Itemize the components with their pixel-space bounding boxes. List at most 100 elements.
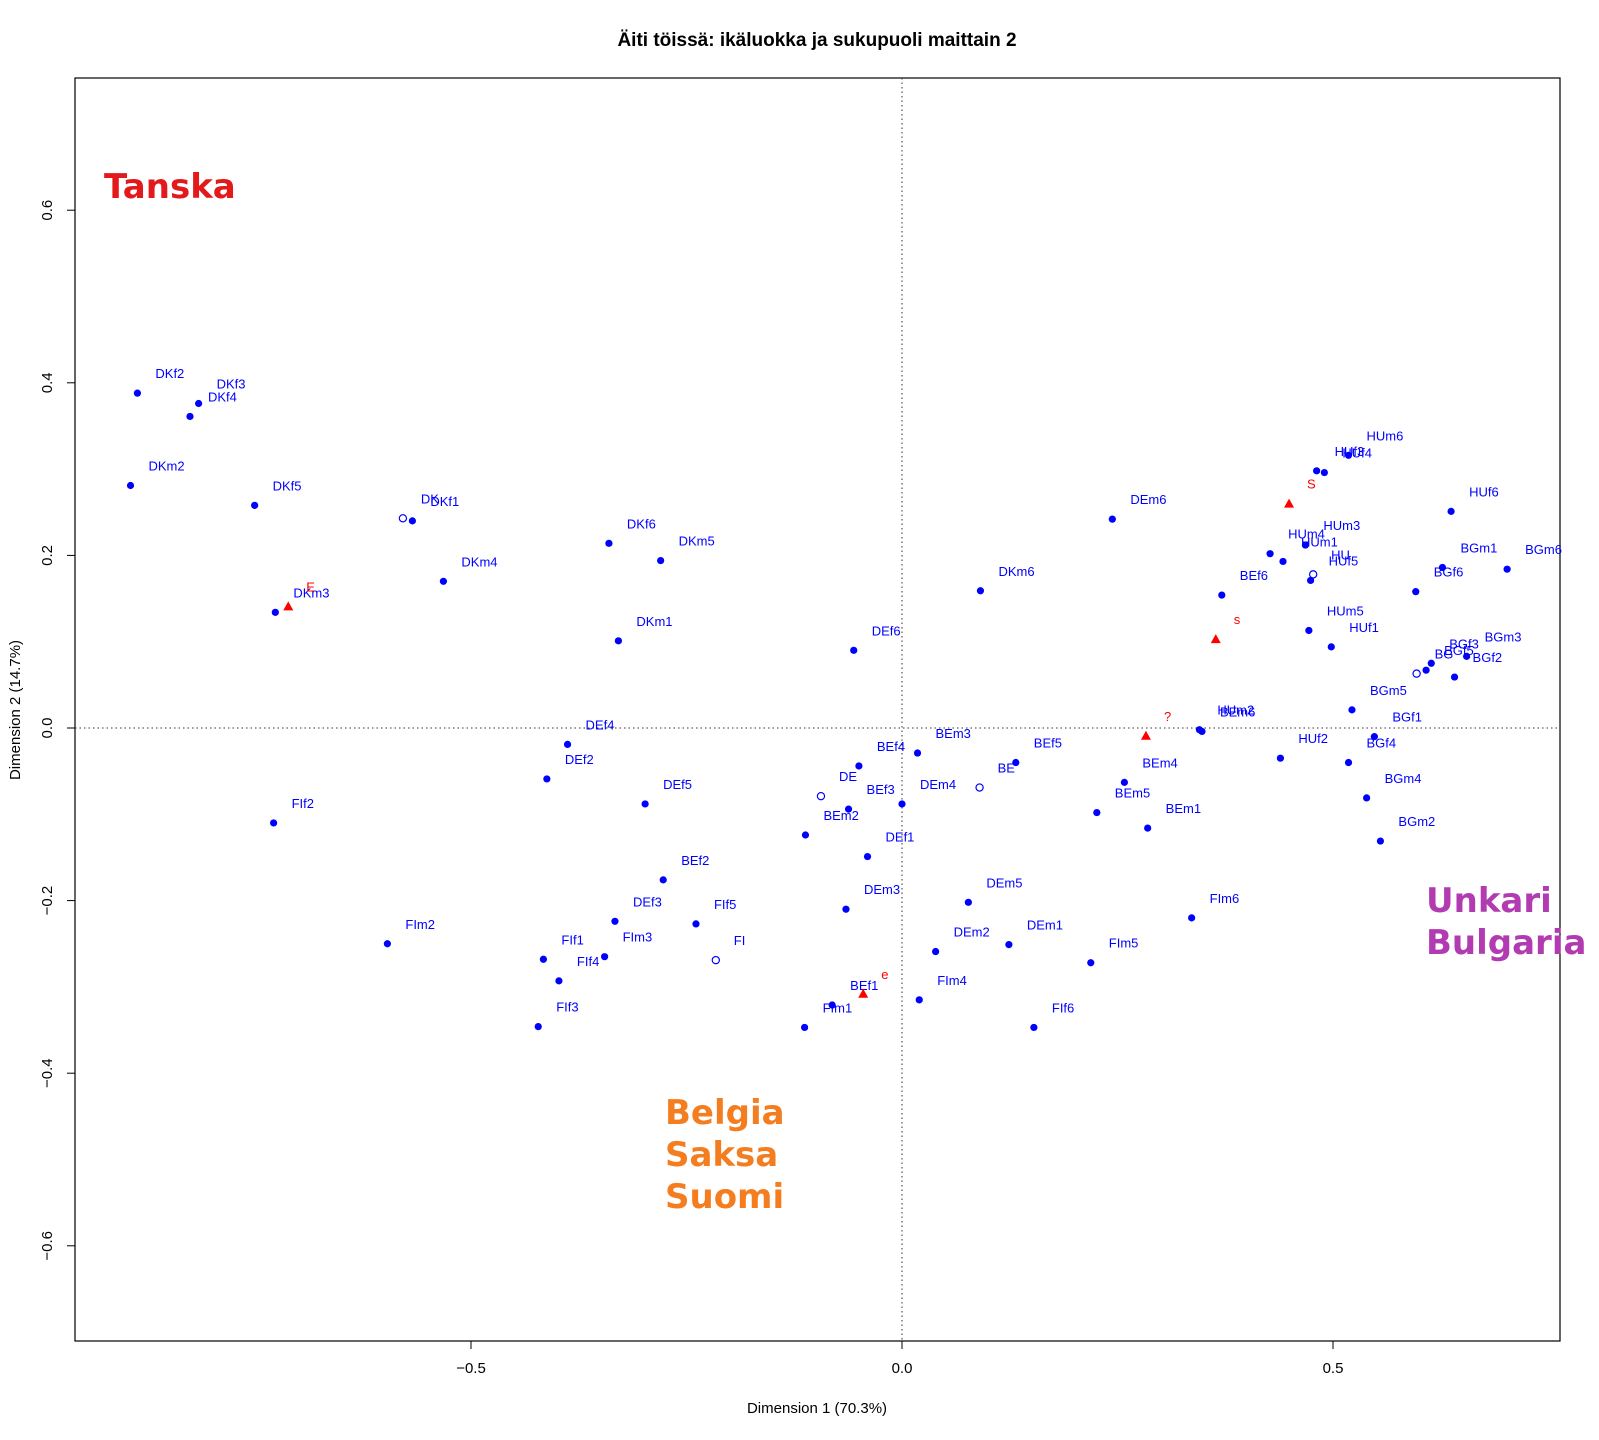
data-point: FIm5	[1087, 936, 1138, 967]
point-label: DKf6	[627, 516, 656, 531]
data-point: BGf3	[1427, 636, 1479, 667]
data-point: BEm5	[1093, 786, 1150, 817]
data-point: DEf3	[611, 894, 662, 925]
data-point: FIf6	[1030, 1000, 1074, 1032]
point-label: HUf5	[1329, 553, 1359, 568]
point-marker	[659, 876, 667, 884]
data-point: BEm4	[1120, 755, 1178, 786]
data-point: e	[858, 967, 888, 998]
data-point: BGm5	[1348, 683, 1407, 714]
point-marker	[1140, 730, 1151, 740]
data-point: HUm4	[1266, 527, 1325, 558]
point-label: BEm5	[1115, 786, 1150, 801]
x-tick-label: 0.0	[892, 1360, 913, 1377]
data-point: BGm2	[1376, 814, 1435, 845]
data-point: DEf5	[641, 777, 692, 808]
point-marker	[563, 740, 572, 748]
data-point: BEm6	[1198, 704, 1255, 736]
point-marker	[1344, 451, 1353, 459]
point-marker	[844, 805, 853, 813]
point-marker	[1450, 673, 1459, 681]
y-axis-title: Dimension 2 (14.7%)	[7, 640, 24, 780]
point-label: DEf3	[633, 894, 662, 909]
point-marker	[539, 955, 548, 963]
data-point: FI	[711, 933, 745, 965]
data-point: FIm4	[915, 973, 967, 1004]
point-marker	[534, 1022, 542, 1031]
data-point: BGm4	[1363, 771, 1421, 802]
point-label: DKf2	[155, 366, 184, 381]
point-marker	[271, 608, 279, 616]
data-point: ?	[1140, 709, 1171, 740]
point-marker	[614, 637, 623, 645]
data-point: DEm5	[964, 875, 1022, 906]
point-marker	[439, 577, 448, 585]
point-marker	[1412, 588, 1420, 596]
data-point: HUm6	[1344, 428, 1404, 459]
point-label: FIf2	[292, 796, 314, 811]
point-label: FIf1	[561, 932, 583, 947]
region-annotation-line: Tanska	[104, 167, 236, 207]
point-marker	[1376, 837, 1385, 845]
region-annotation: Unkari Bulgaria	[1426, 881, 1586, 963]
data-point: DEm1	[1005, 918, 1063, 949]
point-marker	[863, 852, 872, 861]
point-label: FIf6	[1052, 1000, 1074, 1015]
point-label: BGm4	[1385, 771, 1422, 786]
point-marker	[1144, 824, 1152, 832]
data-point: HUf3	[1313, 444, 1364, 475]
point-marker	[1320, 468, 1328, 477]
region-annotation-line: Belgia	[665, 1093, 785, 1133]
point-label: FIf5	[714, 897, 736, 912]
point-marker	[913, 749, 922, 757]
point-marker	[270, 819, 278, 827]
point-marker	[1276, 754, 1285, 762]
data-point: BGf5	[1422, 643, 1474, 674]
point-marker	[1218, 591, 1226, 599]
y-axis: −0.6 −0.4 −0.2 0.0 0.2 0.4 0.6	[39, 200, 75, 1261]
point-marker	[1030, 1023, 1038, 1032]
point-marker	[800, 1023, 809, 1032]
data-point: DKm3	[271, 585, 329, 616]
point-label: DEm5	[986, 875, 1022, 890]
data-point: FIm2	[383, 917, 435, 948]
point-label: FIm5	[1109, 936, 1139, 951]
point-marker	[283, 601, 294, 611]
point-label: DEf4	[586, 717, 615, 732]
region-annotation-line: Bulgaria	[1426, 923, 1586, 963]
data-point: DKf2	[133, 366, 184, 397]
point-marker	[1422, 666, 1430, 674]
data-point: BEm3	[913, 726, 971, 757]
point-marker	[1305, 626, 1313, 635]
point-marker	[964, 898, 972, 906]
point-marker	[1363, 794, 1371, 802]
point-marker	[1266, 550, 1274, 558]
point-label: BEm3	[936, 726, 971, 741]
point-marker	[383, 940, 391, 948]
point-marker	[1284, 498, 1295, 508]
point-marker	[932, 947, 940, 956]
point-label: DE	[839, 769, 857, 784]
point-label: DKf1	[430, 494, 459, 509]
point-marker	[1198, 727, 1206, 736]
point-label: HUm6	[1367, 428, 1404, 443]
point-label: BEf4	[877, 739, 905, 754]
data-point: DKm4	[439, 554, 498, 585]
data-point: DKf4	[186, 389, 237, 421]
y-tick-label: −0.6	[39, 1231, 56, 1261]
point-marker	[1306, 576, 1315, 585]
data-point: DKm1	[614, 614, 673, 645]
point-marker	[1308, 570, 1318, 579]
data-point: FIm1	[800, 1000, 852, 1032]
point-label: BGf2	[1473, 650, 1503, 665]
x-tick-label: −0.5	[456, 1360, 486, 1377]
reference-lines	[75, 78, 1560, 1341]
data-point: BGm3	[1463, 629, 1521, 660]
x-axis-title: Dimension 1 (70.3%)	[747, 1400, 887, 1417]
data-point: DEf4	[563, 717, 615, 748]
point-marker	[1108, 515, 1116, 523]
point-marker	[1012, 758, 1020, 767]
point-label: BGf4	[1367, 736, 1397, 751]
